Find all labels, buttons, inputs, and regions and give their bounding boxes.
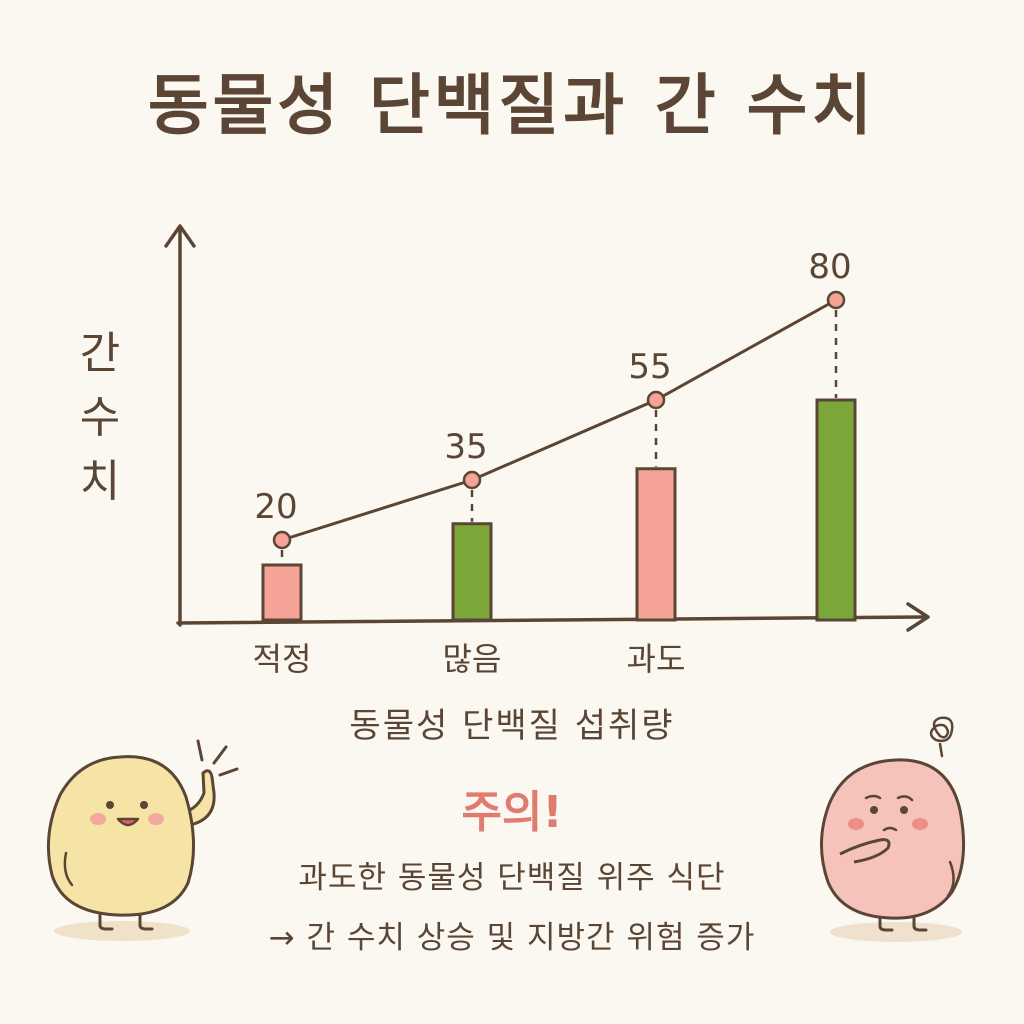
y-axis-arrow-icon [164, 224, 196, 248]
worried-pink-character-icon [820, 716, 966, 942]
bar [815, 398, 857, 622]
data-point [826, 290, 846, 310]
warning-line-2: → 간 수치 상승 및 지방간 위험 증가 [268, 920, 756, 956]
y-axis-label-char: 치 [79, 456, 121, 507]
data-point [646, 390, 666, 410]
x-tick-label: 적정 [253, 640, 312, 678]
chart-title: 동물성 단백질과 간 수치 [147, 67, 877, 144]
data-label: 20 [254, 487, 297, 527]
data-point [462, 470, 482, 490]
x-tick-label: 과도 [627, 640, 686, 678]
bar [635, 467, 677, 622]
y-axis-label-char: 수 [79, 392, 121, 443]
bar [451, 522, 493, 622]
y-axis-label-char: 간 [79, 328, 121, 379]
data-label: 55 [628, 347, 671, 387]
happy-potato-character-icon [46, 739, 239, 941]
data-label: 80 [808, 247, 851, 287]
bar [261, 563, 303, 622]
warning-title: 주의! [461, 787, 563, 838]
x-axis-label: 동물성 단백질 섭취량 [349, 706, 675, 746]
axes [164, 224, 930, 632]
x-tick-label: 많음 [443, 640, 502, 678]
x-axis-arrow-icon [906, 602, 930, 632]
series-line [280, 298, 838, 542]
warning-line-1: 과도한 동물성 단백질 위주 식단 [298, 860, 726, 896]
x-axis [176, 615, 927, 625]
data-point [272, 530, 292, 550]
y-axis-label: 간 수 치 [70, 322, 130, 514]
data-label: 35 [444, 427, 487, 467]
